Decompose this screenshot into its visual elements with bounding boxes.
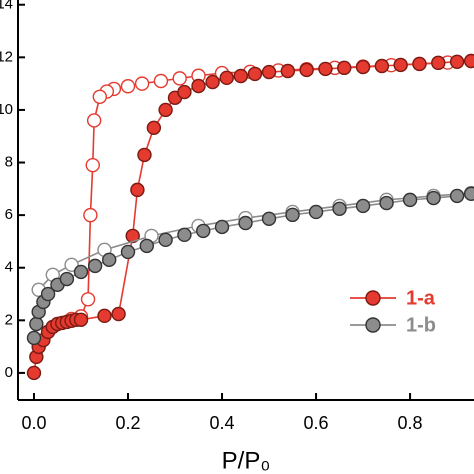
marker (463, 186, 474, 202)
marker (374, 58, 390, 74)
y-tick-label: 8 (5, 153, 13, 170)
marker (308, 204, 324, 220)
y-tick-label: 6 (5, 206, 13, 223)
marker (196, 223, 211, 239)
marker (205, 74, 220, 90)
open-marker (85, 157, 100, 173)
open-marker (134, 76, 150, 91)
marker (26, 365, 42, 381)
marker (158, 232, 173, 248)
marker (101, 252, 117, 268)
marker (402, 192, 418, 208)
marker (73, 312, 89, 327)
marker (191, 78, 206, 94)
x-tick-label: 0.4 (210, 413, 235, 433)
marker (379, 195, 394, 211)
marker (285, 207, 300, 223)
marker (59, 271, 75, 287)
y-tick-label: 14 (0, 0, 13, 13)
marker (177, 84, 192, 100)
marker (130, 182, 145, 198)
marker (337, 60, 352, 76)
y-tick-label: 4 (5, 259, 13, 276)
marker (355, 198, 371, 214)
marker (332, 201, 347, 217)
marker (158, 102, 173, 118)
legend-label: 1-a (406, 287, 436, 309)
marker (261, 64, 277, 80)
marker (261, 211, 277, 227)
marker (139, 238, 155, 254)
marker (97, 308, 112, 324)
marker (247, 66, 263, 82)
marker (393, 57, 408, 73)
series-line (38, 192, 472, 291)
marker (177, 227, 192, 243)
marker (214, 219, 230, 235)
open-marker (80, 292, 96, 307)
marker (426, 190, 441, 206)
y-tick-label: 2 (5, 311, 13, 328)
marker (355, 59, 371, 75)
x-tick-label: 0.0 (21, 413, 46, 433)
x-axis-label: P/P₀ (222, 447, 271, 474)
open-marker (83, 207, 98, 223)
marker (280, 63, 296, 79)
marker (29, 316, 44, 332)
marker (412, 56, 427, 72)
marker (219, 70, 234, 86)
marker (40, 286, 56, 302)
marker (26, 330, 42, 346)
open-marker (153, 73, 169, 89)
open-marker (172, 71, 187, 86)
marker (233, 68, 249, 84)
open-marker (120, 79, 136, 94)
marker (449, 188, 465, 204)
marker (87, 258, 103, 274)
legend-marker (365, 317, 381, 333)
marker (318, 61, 333, 77)
marker (125, 228, 140, 244)
y-tick-label: 10 (0, 101, 13, 118)
marker (137, 147, 152, 163)
open-marker (86, 113, 102, 128)
x-tick-label: 0.6 (304, 413, 329, 433)
marker (431, 55, 446, 71)
marker (299, 62, 314, 78)
open-marker (92, 89, 107, 104)
legend-label: 1-b (406, 314, 436, 336)
x-tick-label: 0.8 (398, 413, 423, 433)
marker (120, 244, 136, 260)
marker (73, 264, 89, 280)
x-tick-label: 0.2 (115, 413, 140, 433)
marker (146, 120, 162, 136)
marker (111, 306, 126, 322)
marker (449, 54, 465, 70)
y-tick-label: 12 (0, 48, 13, 65)
y-tick-label: 0 (5, 364, 13, 381)
open-marker (64, 257, 79, 273)
marker (463, 53, 474, 69)
legend-marker (365, 290, 381, 306)
marker (238, 215, 253, 231)
